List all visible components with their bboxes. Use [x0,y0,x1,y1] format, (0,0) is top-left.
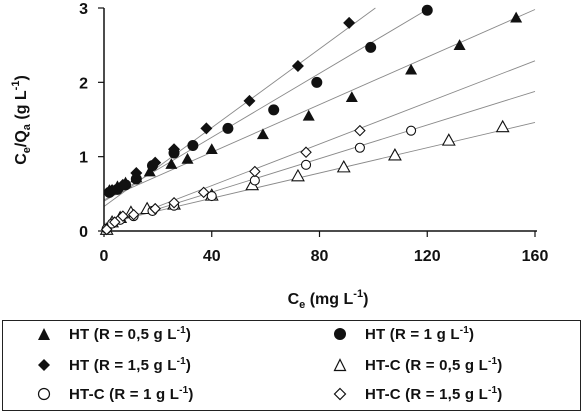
data-point [168,143,181,156]
filled-triangle-icon [38,328,50,340]
x-tick-label: 40 [203,248,221,265]
legend-item-ht-1: HT (R = 1 g L-1) [333,323,474,345]
data-point [453,39,466,50]
fit-line [103,90,536,227]
data-point [343,16,356,29]
open-circle-icon [37,387,51,401]
chart: 0 40 80 120 160 0 1 2 3 Ce (mg L-1) Ce/Qa (g L-1… [10,1,548,311]
legend-label: HT-C (R = 1,5 g L [365,386,488,403]
y-tick-label: 1 [79,150,88,167]
data-point [256,128,269,140]
legend-item-htc-1-5: HT-C (R = 1,5 g L-1) [333,383,503,405]
legend-item-ht-1-5: HT (R = 1,5 g L-1) [37,354,191,376]
x-tick-label: 0 [100,248,109,265]
legend-label: HT-C (R = 0,5 g L [365,357,488,374]
data-point [336,159,351,173]
y-tick-label: 0 [79,224,88,241]
filled-circle-icon [334,328,346,340]
data-point [108,216,121,228]
x-tick-label: 160 [522,248,549,265]
data-point [130,167,143,180]
x-tick-label: 80 [311,248,329,265]
data-point [345,91,358,102]
legend-label: HT (R = 1,5 g L [69,357,177,374]
data-point [387,148,402,161]
data-point [149,156,162,169]
legend-label: HT-C (R = 1 g L [69,386,180,403]
data-point [143,165,156,177]
data-point [365,41,377,53]
data-point [495,119,510,133]
data-point [197,186,210,199]
data-point [510,11,523,23]
open-triangle-icon [333,358,347,372]
filled-diamond-icon [38,359,50,371]
legend-item-htc-0-5: HT-C (R = 0,5 g L-1) [333,354,503,376]
data-point [165,158,178,169]
data-point [100,223,113,236]
fit-line [103,7,430,202]
y-axis-label: Ce/Qa (g L-1) [10,75,33,165]
data-point [117,210,129,222]
data-points [99,4,523,236]
data-point [302,109,315,121]
legend-label: HT (R = 1 g L [365,326,460,343]
legend-item-htc-1: HT-C (R = 1 g L-1) [37,383,194,405]
data-point [268,104,280,116]
data-point [406,125,417,136]
data-point [291,59,304,72]
x-tick-label: 120 [414,248,441,265]
data-point [311,76,323,88]
data-point [127,208,140,221]
legend: HT (R = 0,5 g L-1) HT (R = 1 g L-1) HT (… [2,320,581,411]
data-point [181,152,194,164]
data-point [354,124,366,137]
data-point [205,143,218,155]
axes [98,7,537,237]
fit-lines [103,7,536,228]
data-point [168,196,180,209]
x-axis-label: Ce (mg L-1) [288,288,369,311]
y-tick-label: 3 [79,1,88,18]
data-point [116,178,129,191]
legend-label: HT (R = 0,5 g L [69,326,177,343]
data-point [222,122,234,134]
fit-line [103,7,376,207]
data-point [249,165,261,178]
data-point [300,146,312,158]
fit-line [103,9,536,201]
y-tick-label: 2 [79,75,88,92]
data-point [206,191,217,202]
data-point [149,202,161,215]
data-point [405,63,418,75]
data-point [291,168,305,182]
open-diamond-icon [333,387,347,401]
legend-item-ht-0-5: HT (R = 0,5 g L-1) [37,323,191,345]
data-point [300,159,312,170]
data-point [106,184,119,197]
data-point [187,140,199,152]
data-point [200,122,213,135]
tick-labels: 0 40 80 120 160 0 1 2 3 [79,1,548,265]
data-point [243,94,256,107]
data-point [354,142,365,153]
data-point [421,4,433,16]
data-point [441,133,456,146]
